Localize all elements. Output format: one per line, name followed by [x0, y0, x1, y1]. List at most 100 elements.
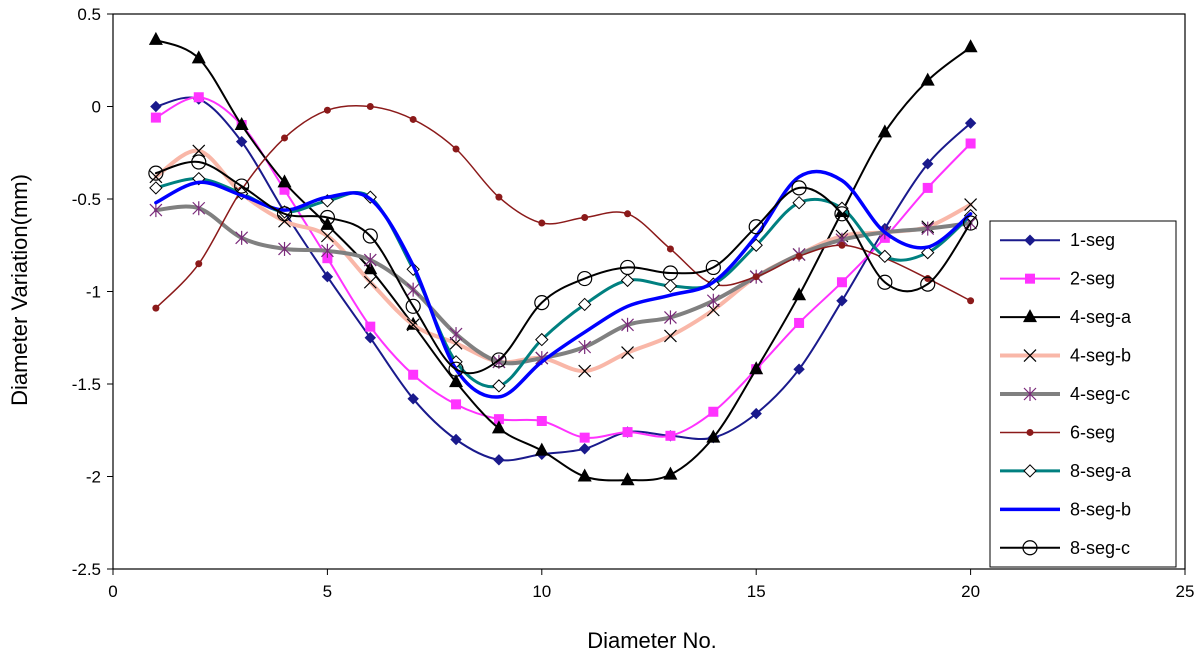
- data-point-4-seg-a: [920, 72, 935, 86]
- legend-marker-1-seg: [1024, 234, 1036, 246]
- y-tick-label: -0.5: [72, 190, 101, 209]
- data-point-1-seg: [922, 158, 934, 170]
- data-point-8-seg-a: [921, 245, 935, 260]
- data-point-4-seg-c: [449, 327, 463, 342]
- data-point-4-seg-a: [148, 31, 163, 45]
- data-point-8-seg-a: [620, 273, 635, 288]
- data-point-1-seg: [321, 270, 334, 283]
- data-point-4-seg-a: [234, 117, 249, 130]
- data-point-2-seg: [965, 138, 976, 149]
- legend-label-4-seg-a: 4-seg-a: [1070, 307, 1132, 327]
- legend: 1-seg 2-seg 4-seg-a 4-seg-b 4-seg-c 6-seg 8-se…: [989, 220, 1177, 568]
- series-line-4-seg-c: [153, 204, 973, 366]
- data-point-2-seg: [451, 399, 462, 410]
- legend-label-1-seg: 1-seg: [1070, 230, 1115, 250]
- data-point-6-seg: [366, 103, 374, 110]
- data-point-8-seg-c: [276, 206, 293, 222]
- data-point-1-seg: [836, 295, 848, 307]
- marker-stroke: [1023, 349, 1037, 362]
- y-tick-label: -1.5: [72, 375, 101, 394]
- data-point-8-seg-c: [534, 295, 550, 311]
- data-point-4-seg-b: [621, 346, 634, 359]
- legend-label-2-seg: 2-seg: [1070, 269, 1115, 289]
- data-point-4-seg-c: [621, 317, 634, 332]
- data-point-8-seg-a: [492, 379, 506, 393]
- data-point-1-seg: [750, 407, 762, 420]
- x-axis-title: Diameter No.: [587, 628, 717, 653]
- data-point-2-seg: [579, 432, 590, 443]
- data-point-6-seg: [538, 219, 546, 227]
- data-point-2-seg: [794, 317, 805, 328]
- data-point-4-seg-a: [577, 468, 592, 482]
- data-point-4-seg-c: [149, 203, 163, 218]
- y-tick-label: -2.5: [72, 560, 101, 579]
- data-point-8-seg-c: [962, 215, 979, 231]
- data-point-2-seg: [665, 430, 676, 441]
- data-point-8-seg-c: [491, 352, 507, 368]
- legend-marker-4-seg-b: [1023, 349, 1037, 362]
- data-point-6-seg: [495, 193, 503, 201]
- legend-item-4-seg-b: 4-seg-b: [1000, 346, 1131, 366]
- marker-stroke: [706, 303, 720, 317]
- legend-label-4-seg-c: 4-seg-c: [1070, 384, 1130, 404]
- data-point-4-seg-b: [664, 329, 677, 343]
- series-line-8-seg-c: [154, 160, 972, 375]
- data-point-1-seg: [964, 117, 977, 129]
- data-point-6-seg: [323, 106, 331, 114]
- data-point-8-seg-a: [792, 195, 806, 210]
- data-point-8-seg-a: [149, 181, 163, 195]
- data-point-2-seg: [408, 369, 419, 380]
- data-point-8-seg-c: [705, 259, 721, 276]
- legend-item-8-seg-c: 8-seg-c: [1000, 538, 1130, 558]
- data-point-4-seg-b: [149, 170, 163, 184]
- data-point-6-seg: [152, 304, 160, 312]
- marker-stroke: [363, 275, 377, 289]
- legend-item-4-seg-a: 4-seg-a: [1000, 307, 1132, 327]
- data-point-4-seg-c: [363, 253, 377, 268]
- data-point-2-seg: [322, 253, 333, 264]
- data-point-4-seg-b: [578, 364, 592, 378]
- data-point-6-seg: [195, 260, 203, 268]
- data-point-8-seg-c: [662, 265, 679, 281]
- y-axis-title: Diameter Variation(mm): [7, 174, 32, 406]
- data-point-4-seg-c: [235, 230, 249, 245]
- series-line-8-seg-a: [154, 177, 973, 389]
- data-point-4-seg-a: [749, 361, 764, 375]
- legend-item-6-seg: 6-seg: [1000, 422, 1115, 442]
- marker-stroke: [578, 364, 592, 378]
- data-point-1-seg: [407, 393, 419, 405]
- data-point-4-seg-c: [921, 221, 935, 236]
- data-point-6-seg: [581, 214, 589, 221]
- x-tick-label: 5: [323, 582, 332, 601]
- data-point-8-seg-a: [878, 249, 892, 264]
- x-tick-label: 15: [747, 582, 766, 601]
- data-point-8-seg-a: [535, 332, 549, 347]
- legend-item-1-seg: 1-seg: [1000, 230, 1115, 250]
- y-tick-label: 0: [92, 98, 101, 117]
- data-point-4-seg-a: [320, 216, 335, 230]
- legend-item-4-seg-c: 4-seg-c: [1000, 384, 1130, 404]
- legend-label-4-seg-b: 4-seg-b: [1070, 346, 1131, 366]
- data-point-4-seg-b: [320, 229, 334, 243]
- data-point-4-seg-a: [963, 39, 978, 53]
- data-point-8-seg-c: [748, 219, 764, 235]
- data-point-4-seg-b: [192, 144, 206, 158]
- data-point-8-seg-c: [234, 178, 250, 194]
- data-point-4-seg-a: [663, 466, 678, 480]
- data-point-8-seg-c: [920, 276, 936, 292]
- axes: 0 5 10 15 20 25 0.5 0 -0.5 -1 -1.5 -2 -2.5: [72, 5, 1195, 601]
- y-tick-label: 0.5: [77, 5, 101, 24]
- data-point-1-seg: [450, 433, 462, 446]
- data-point-4-seg-a: [491, 420, 506, 434]
- marker-stroke: [664, 329, 677, 343]
- y-tick-label: -2: [86, 468, 101, 487]
- data-point-4-seg-a: [449, 374, 464, 388]
- data-point-8-seg-a: [663, 279, 678, 293]
- legend-item-2-seg: 2-seg: [1000, 269, 1115, 289]
- data-point-2-seg: [193, 92, 204, 103]
- legend-marker-4-seg-a: [1023, 309, 1037, 323]
- series-layer: [148, 31, 979, 486]
- data-point-8-seg-a: [577, 297, 592, 312]
- data-point-1-seg: [793, 363, 805, 375]
- data-point-4-seg-a: [277, 174, 292, 188]
